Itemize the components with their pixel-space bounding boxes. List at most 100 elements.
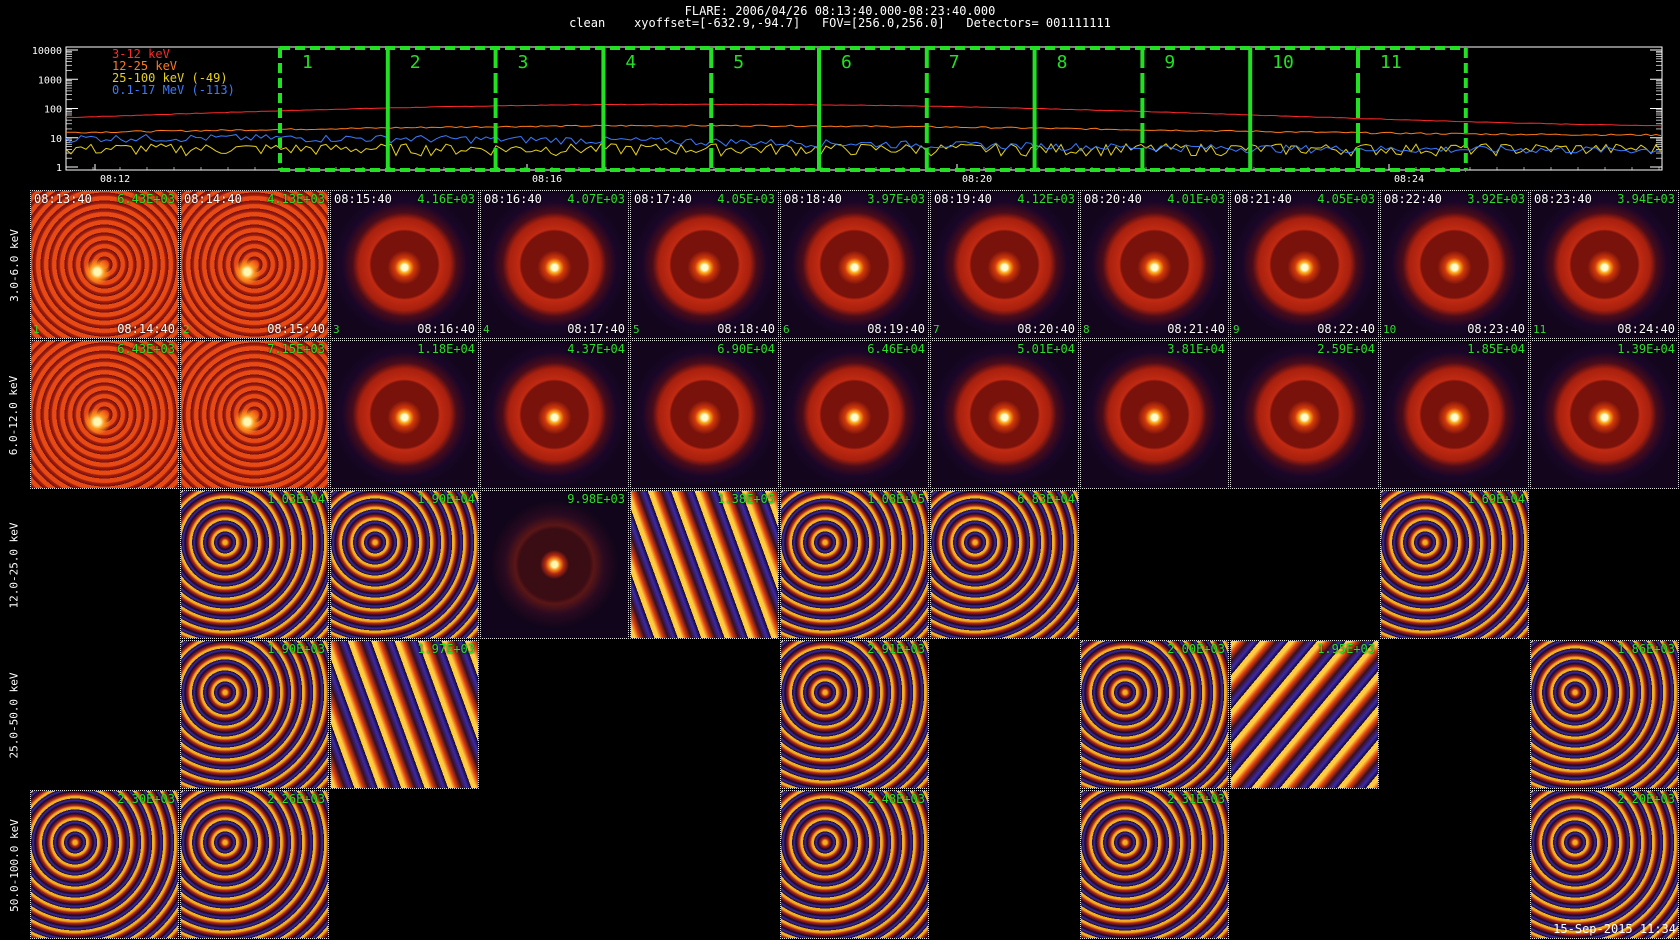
flare-image — [1381, 191, 1528, 338]
interval-index-label: 5 — [633, 323, 640, 336]
flare-image — [931, 341, 1078, 488]
max-value-label: 2.00E+03 — [1167, 642, 1225, 656]
image-tile: 2.26E+03 — [180, 790, 329, 939]
image-tile: 1.95E+03 — [1230, 640, 1379, 789]
max-value-label: 4.37E+04 — [567, 342, 625, 356]
y-tick-label: 1000 — [38, 75, 62, 86]
max-value-label: 2.20E+03 — [1617, 792, 1675, 806]
image-tile: 6.90E+04 — [630, 340, 779, 489]
energy-band-text: 6.0-12.0 keV — [7, 375, 21, 455]
max-value-label: 4.16E+03 — [417, 192, 475, 206]
interval-index-label: 4 — [483, 323, 490, 336]
image-tile: 6.83E+04 — [930, 490, 1079, 639]
max-value-label: 3.81E+04 — [1167, 342, 1225, 356]
flare-image — [781, 341, 928, 488]
interval-label: 8 — [1057, 52, 1068, 73]
plot-title: FLARE: 2006/04/26 08:13:40.000-08:23:40.… — [684, 4, 996, 18]
energy-band-label: 50.0-100.0 keV — [2, 790, 26, 940]
max-value-label: 6.43E+03 — [117, 192, 175, 206]
image-tile: 4.05E+03 08:21:40 9 08:22:40 — [1230, 190, 1379, 339]
interval-index-label: 1 — [33, 323, 40, 336]
interval-label: 9 — [1164, 52, 1175, 73]
flare-image — [1531, 791, 1678, 938]
max-value-label: 7.15E+03 — [267, 342, 325, 356]
image-tile: 2.30E+03 — [30, 790, 179, 939]
max-value-label: 1.90E+04 — [417, 492, 475, 506]
flare-image — [1081, 791, 1228, 938]
end-time-label: 08:19:40 — [867, 322, 925, 336]
flare-image — [1231, 341, 1378, 488]
max-value-label: 2.30E+03 — [117, 792, 175, 806]
flare-image — [481, 191, 628, 338]
start-time-label: 08:14:40 — [184, 192, 242, 206]
flare-image — [31, 341, 178, 488]
end-time-label: 08:18:40 — [717, 322, 775, 336]
flare-image — [631, 341, 778, 488]
y-tick-label: 100 — [44, 105, 62, 116]
image-tile: 4.16E+03 08:15:40 3 08:16:40 — [330, 190, 479, 339]
max-value-label: 4.07E+03 — [567, 192, 625, 206]
end-time-label: 08:23:40 — [1467, 322, 1525, 336]
flare-image — [931, 191, 1078, 338]
max-value-label: 1.85E+04 — [1467, 342, 1525, 356]
flare-image — [181, 491, 328, 638]
max-value-label: 4.12E+03 — [1017, 192, 1075, 206]
max-value-label: 2.31E+03 — [1167, 792, 1225, 806]
energy-band-text: 25.0-50.0 keV — [7, 671, 21, 759]
x-tick-label: 08:16 — [532, 174, 562, 185]
max-value-label: 9.98E+03 — [567, 492, 625, 506]
flare-image — [1531, 341, 1678, 488]
legend-entry: 3-12 keV — [112, 47, 170, 61]
image-tile: 1.86E+03 — [1530, 640, 1679, 789]
interval-label: 3 — [518, 52, 529, 73]
interval-index-label: 7 — [933, 323, 940, 336]
image-tile: 3.97E+03 08:18:40 6 08:19:40 — [780, 190, 929, 339]
max-value-label: 1.86E+03 — [1617, 642, 1675, 656]
image-tile: 3.92E+03 08:22:40 10 08:23:40 — [1380, 190, 1529, 339]
y-tick-label: 10 — [50, 134, 62, 145]
x-tick-label: 08:24 — [1394, 174, 1424, 185]
image-tile: 1.39E+04 — [1530, 340, 1679, 489]
start-time-label: 08:16:40 — [484, 192, 542, 206]
max-value-label: 1.95E+03 — [1317, 642, 1375, 656]
interval-label: 10 — [1272, 52, 1294, 73]
end-time-label: 08:22:40 — [1317, 322, 1375, 336]
max-value-label: 2.48E+03 — [867, 792, 925, 806]
image-tile: 6.43E+03 08:13:40 1 08:14:40 — [30, 190, 179, 339]
interval-index-label: 11 — [1533, 323, 1547, 336]
start-time-label: 08:17:40 — [634, 192, 692, 206]
flare-image — [1531, 191, 1678, 338]
energy-band-label: 12.0-25.0 keV — [2, 490, 26, 640]
max-value-label: 1.38E+05 — [717, 492, 775, 506]
max-value-label: 6.90E+04 — [717, 342, 775, 356]
end-time-label: 08:15:40 — [267, 322, 325, 336]
flare-image — [1381, 341, 1528, 488]
interval-index-label: 10 — [1383, 323, 1397, 336]
interval-index-label: 6 — [783, 323, 790, 336]
image-tile: 7.15E+03 — [180, 340, 329, 489]
flare-image — [781, 491, 928, 638]
image-tile: 6.46E+04 — [780, 340, 929, 489]
flare-image — [1081, 341, 1228, 488]
start-time-label: 08:20:40 — [1084, 192, 1142, 206]
image-tile: 4.05E+03 08:17:40 5 08:18:40 — [630, 190, 779, 339]
max-value-label: 2.59E+04 — [1317, 342, 1375, 356]
max-value-label: 6.46E+04 — [867, 342, 925, 356]
flare-image — [631, 191, 778, 338]
max-value-label: 3.94E+03 — [1617, 192, 1675, 206]
image-tile: 1.38E+05 — [630, 490, 779, 639]
x-tick-label: 08:20 — [962, 174, 992, 185]
image-tile: 1.08E+05 — [780, 490, 929, 639]
interval-label: 5 — [733, 52, 744, 73]
legend-entry: 0.1-17 MeV (-113) — [112, 83, 235, 97]
image-tile: 3.94E+03 08:23:40 11 08:24:40 — [1530, 190, 1679, 339]
image-tile: 4.01E+03 08:20:40 8 08:21:40 — [1080, 190, 1229, 339]
image-tile: 2.59E+04 — [1230, 340, 1379, 489]
energy-band-label: 3.0-6.0 keV — [2, 190, 26, 340]
flare-image — [181, 191, 328, 338]
interval-index-label: 2 — [183, 323, 190, 336]
image-tile: 1.90E+03 — [180, 640, 329, 789]
lightcurve-plot: 1 10 100 1000 10000 08:12 08:16 08:20 08:24 3-12 … — [32, 46, 1663, 185]
max-value-label: 2.91E+03 — [867, 642, 925, 656]
y-tick-label: 1 — [56, 163, 62, 174]
